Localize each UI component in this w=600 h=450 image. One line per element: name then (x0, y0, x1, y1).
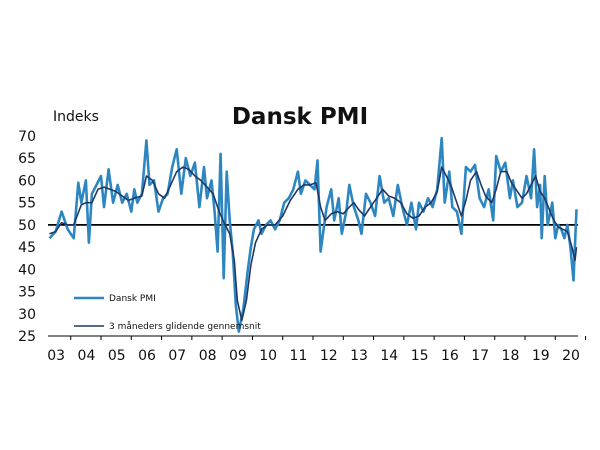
x-tick-label: 04 (78, 348, 96, 364)
x-tick-label: 20 (562, 348, 580, 364)
x-tick-label: 12 (320, 348, 338, 364)
series-line-dansk-pmi (48, 136, 578, 333)
chart-title: Dansk PMI (232, 104, 368, 130)
y-axis-label: Indeks (53, 109, 99, 125)
x-tick-label: 15 (411, 348, 429, 364)
y-tick-label: 65 (18, 151, 36, 167)
y-tick-label: 60 (18, 173, 36, 189)
x-tick-label: 14 (380, 348, 398, 364)
legend-label-3m-average: 3 måneders glidende gennemsnit (109, 321, 261, 332)
x-tick-label: 17 (471, 348, 489, 364)
x-tick-label: 19 (532, 348, 550, 364)
y-tick-label: 70 (18, 129, 36, 145)
y-axis-ticks: 70 65 60 55 50 45 40 35 30 25 (18, 129, 36, 345)
x-tick-label: 07 (168, 348, 186, 364)
y-tick-label: 40 (18, 262, 36, 278)
y-tick-label: 50 (18, 218, 36, 234)
x-tick-label: 10 (259, 348, 277, 364)
legend: Dansk PMI 3 måneders glidende gennemsnit (74, 294, 261, 332)
legend-label-dansk-pmi: Dansk PMI (109, 294, 156, 304)
series-line-3m-average (49, 166, 578, 322)
x-tick-label: 11 (290, 348, 308, 364)
y-tick-label: 25 (18, 329, 36, 345)
x-tick-label: 05 (108, 348, 126, 364)
x-tick-label: 06 (138, 348, 156, 364)
y-tick-label: 55 (18, 196, 36, 212)
x-tick-label: 13 (350, 348, 368, 364)
x-tick-label: 09 (229, 348, 247, 364)
x-tick-label: 03 (47, 348, 65, 364)
y-tick-label: 35 (18, 285, 36, 301)
y-tick-label: 45 (18, 240, 36, 256)
x-tick-label: 18 (502, 348, 520, 364)
x-tick-label: 16 (441, 348, 459, 364)
x-axis-ticks: 03 04 05 06 07 08 09 10 11 12 13 14 15 16 17 18 19 20 (47, 336, 587, 364)
y-tick-label: 30 (18, 307, 36, 323)
x-tick-label: 08 (199, 348, 217, 364)
